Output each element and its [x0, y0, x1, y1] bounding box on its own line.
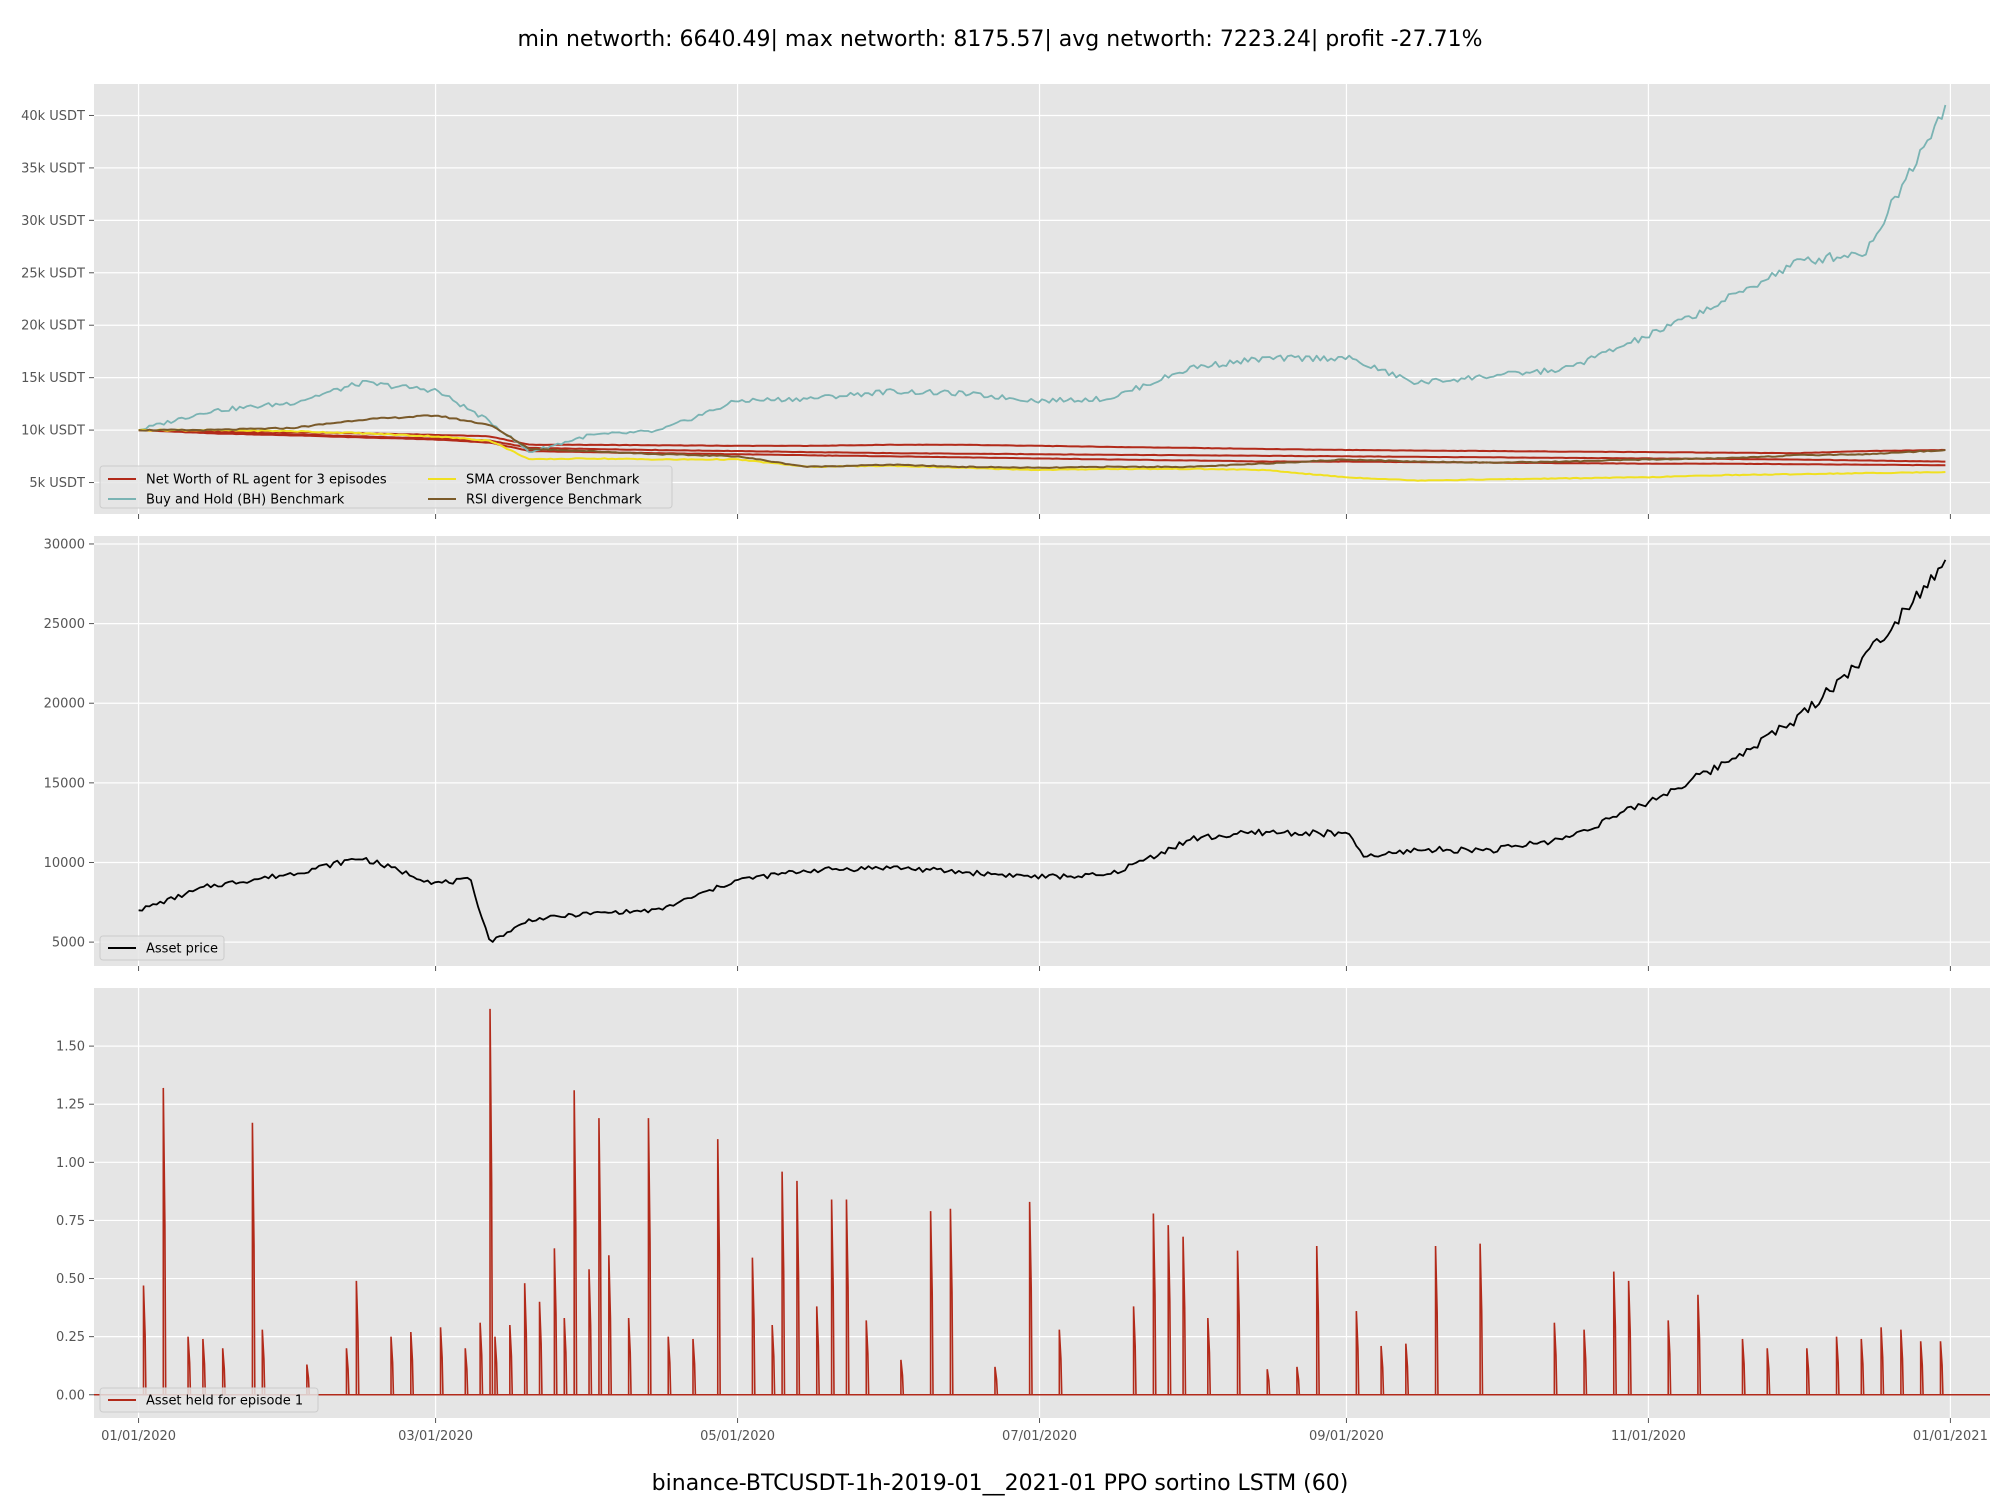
plot-area	[138, 104, 1947, 482]
legend-label: Asset price	[146, 942, 218, 957]
x-tick-label: 01/01/2020	[101, 1429, 176, 1444]
plot-area	[138, 559, 1947, 943]
series-line-buy-and-hold-bh-benchmark	[138, 104, 1947, 453]
y-tick-label: 15000	[44, 776, 85, 791]
y-tick-label: 25000	[44, 617, 85, 632]
legend-label: RSI divergence Benchmark	[466, 493, 642, 508]
x-tick-label: 11/01/2020	[1611, 1429, 1686, 1444]
series-line-net-worth-of-rl-agent-for-3-episodes	[138, 429, 1946, 455]
legend-label: Asset held for episode 1	[146, 1394, 303, 1409]
legend: Asset price	[99, 935, 225, 961]
series-line-sma-crossover-benchmark	[138, 428, 1946, 482]
panel-1: 5k USDT 10k USDT 15k USDT 20k USDT 25k USDT 3…	[21, 84, 1990, 519]
legend: Asset held for episode 1	[99, 1387, 319, 1413]
x-tick-label: 03/01/2020	[398, 1429, 473, 1444]
x-axis-label: binance-BTCUSDT-1h-2019-01__2021-01 PPO …	[652, 1471, 1349, 1496]
x-tick-label: 07/01/2020	[1002, 1429, 1077, 1444]
y-tick-label: 5000	[52, 936, 85, 951]
y-tick-label: 35k USDT	[21, 161, 85, 176]
y-tick-label: 1.00	[56, 1156, 85, 1171]
x-tick-label: 01/01/2021	[1913, 1429, 1988, 1444]
y-tick-label: 20000	[44, 697, 85, 712]
series-line-asset-held	[94, 1008, 1990, 1396]
legend-box	[99, 935, 225, 961]
panel-background	[94, 84, 1990, 514]
legend-label: Buy and Hold (BH) Benchmark	[146, 493, 345, 508]
panel-background	[94, 988, 1990, 1418]
series-line-rl_agent-2	[138, 429, 1946, 467]
series-line-asset-price	[138, 559, 1947, 943]
y-tick-label: 10000	[44, 856, 85, 871]
panel-2: 5000 10000 15000 20000 25000 30000 Asset price	[44, 536, 1990, 971]
y-tick-label: 0.25	[56, 1330, 85, 1345]
y-tick-label: 30000	[44, 537, 85, 552]
panel-3: 01/01/2020 03/01/2020 05/01/2020 07/01/2020…	[56, 988, 1990, 1444]
y-tick-label: 40k USDT	[21, 109, 85, 124]
y-tick-label: 20k USDT	[21, 319, 85, 334]
legend-label: SMA crossover Benchmark	[466, 473, 640, 488]
y-tick-label: 0.50	[56, 1272, 85, 1287]
panel-background	[94, 536, 1990, 966]
y-tick-label: 10k USDT	[21, 424, 85, 439]
x-tick-label: 05/01/2020	[700, 1429, 775, 1444]
y-tick-label: 25k USDT	[21, 266, 85, 281]
y-tick-label: 1.25	[56, 1098, 85, 1113]
x-tick-label: 09/01/2020	[1309, 1429, 1384, 1444]
y-tick-label: 1.50	[56, 1040, 85, 1055]
legend-box	[99, 1387, 319, 1413]
legend-box	[99, 465, 673, 509]
plots: 5k USDT 10k USDT 15k USDT 20k USDT 25k USDT 3…	[21, 84, 1990, 1444]
y-tick-label: 30k USDT	[21, 214, 85, 229]
legend: Net Worth of RL agent for 3 episodes Buy …	[99, 465, 673, 509]
legend-label: Net Worth of RL agent for 3 episodes	[146, 473, 387, 488]
plot-area	[94, 1008, 1990, 1396]
series-line-rsi-divergence-benchmark	[138, 414, 1946, 469]
y-tick-label: 0.00	[56, 1388, 85, 1403]
chart-title: min networth: 6640.49| max networth: 817…	[517, 27, 1482, 52]
y-tick-label: 5k USDT	[29, 476, 85, 491]
y-tick-label: 0.75	[56, 1214, 85, 1229]
y-tick-label: 15k USDT	[21, 371, 85, 386]
